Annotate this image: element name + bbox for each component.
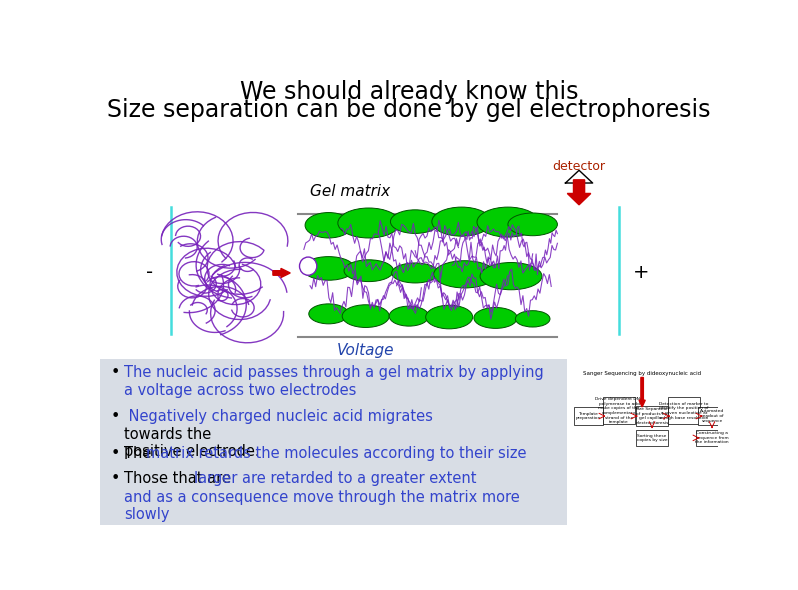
Ellipse shape [432, 207, 492, 236]
Ellipse shape [434, 261, 496, 288]
Text: •: • [111, 409, 120, 424]
FancyBboxPatch shape [100, 359, 567, 525]
Ellipse shape [344, 260, 393, 281]
FancyBboxPatch shape [697, 407, 726, 425]
Ellipse shape [302, 257, 354, 280]
Text: Sanger Sequencing by dideoxynucleic acid: Sanger Sequencing by dideoxynucleic acid [583, 371, 701, 376]
FancyArrow shape [639, 378, 646, 407]
Text: Constructing a
sequence from
the information: Constructing a sequence from the informa… [695, 431, 729, 444]
Ellipse shape [474, 307, 517, 329]
FancyBboxPatch shape [603, 396, 635, 424]
FancyBboxPatch shape [636, 430, 668, 446]
Ellipse shape [342, 305, 389, 327]
Ellipse shape [516, 311, 550, 327]
Ellipse shape [338, 208, 400, 238]
Ellipse shape [299, 257, 317, 275]
Text: •: • [111, 471, 120, 487]
Text: Negatively charged nucleic acid migrates: Negatively charged nucleic acid migrates [124, 409, 438, 424]
Text: •: • [111, 365, 120, 380]
Ellipse shape [390, 210, 440, 234]
Text: Gel matrix: Gel matrix [310, 183, 390, 199]
FancyArrow shape [273, 268, 290, 277]
Text: Sorting these
copies by size: Sorting these copies by size [637, 434, 667, 442]
Text: -: - [146, 264, 152, 283]
Ellipse shape [480, 263, 542, 290]
Ellipse shape [392, 263, 439, 283]
Text: The: The [124, 445, 156, 461]
Text: Detection of marker to
identify the position of
a given nucleotide at
a high bas: Detection of marker to identify the posi… [659, 402, 709, 419]
FancyBboxPatch shape [574, 407, 602, 425]
Text: towards the
positive electrode.: towards the positive electrode. [124, 427, 260, 459]
Ellipse shape [389, 306, 429, 326]
Ellipse shape [508, 213, 557, 236]
Text: The nucleic acid passes through a gel matrix by applying
a voltage across two el: The nucleic acid passes through a gel ma… [124, 365, 544, 398]
Text: Those that are: Those that are [124, 471, 236, 487]
Text: Size Separation
of products by
gel capillary
electrophoresis: Size Separation of products by gel capil… [635, 407, 669, 425]
Text: matrix retards the molecules according to their size: matrix retards the molecules according t… [146, 445, 527, 461]
FancyArrow shape [567, 180, 591, 205]
Text: Drive dependent DNA
polymerase to add
make copies of the
complementary
strand of: Drive dependent DNA polymerase to add ma… [595, 397, 643, 424]
FancyBboxPatch shape [567, 359, 718, 525]
Text: Automated
readout of
sequence: Automated readout of sequence [700, 409, 724, 422]
Text: and as a consequence move through the matrix more
slowly: and as a consequence move through the ma… [124, 490, 520, 522]
FancyBboxPatch shape [668, 396, 701, 424]
Text: Template
preparation: Template preparation [575, 412, 601, 420]
Ellipse shape [477, 207, 539, 237]
Ellipse shape [425, 305, 472, 329]
Text: larger are retarded to a greater extent: larger are retarded to a greater extent [194, 471, 476, 487]
FancyBboxPatch shape [696, 430, 728, 446]
Ellipse shape [309, 304, 349, 324]
Text: Voltage: Voltage [337, 343, 394, 358]
Text: detector: detector [552, 160, 606, 173]
Text: +: + [633, 264, 649, 283]
Text: Size separation can be done by gel electrophoresis: Size separation can be done by gel elect… [107, 98, 711, 122]
Ellipse shape [305, 212, 352, 238]
Text: •: • [111, 445, 120, 461]
FancyBboxPatch shape [636, 406, 668, 426]
Text: We should already know this: We should already know this [239, 80, 579, 104]
